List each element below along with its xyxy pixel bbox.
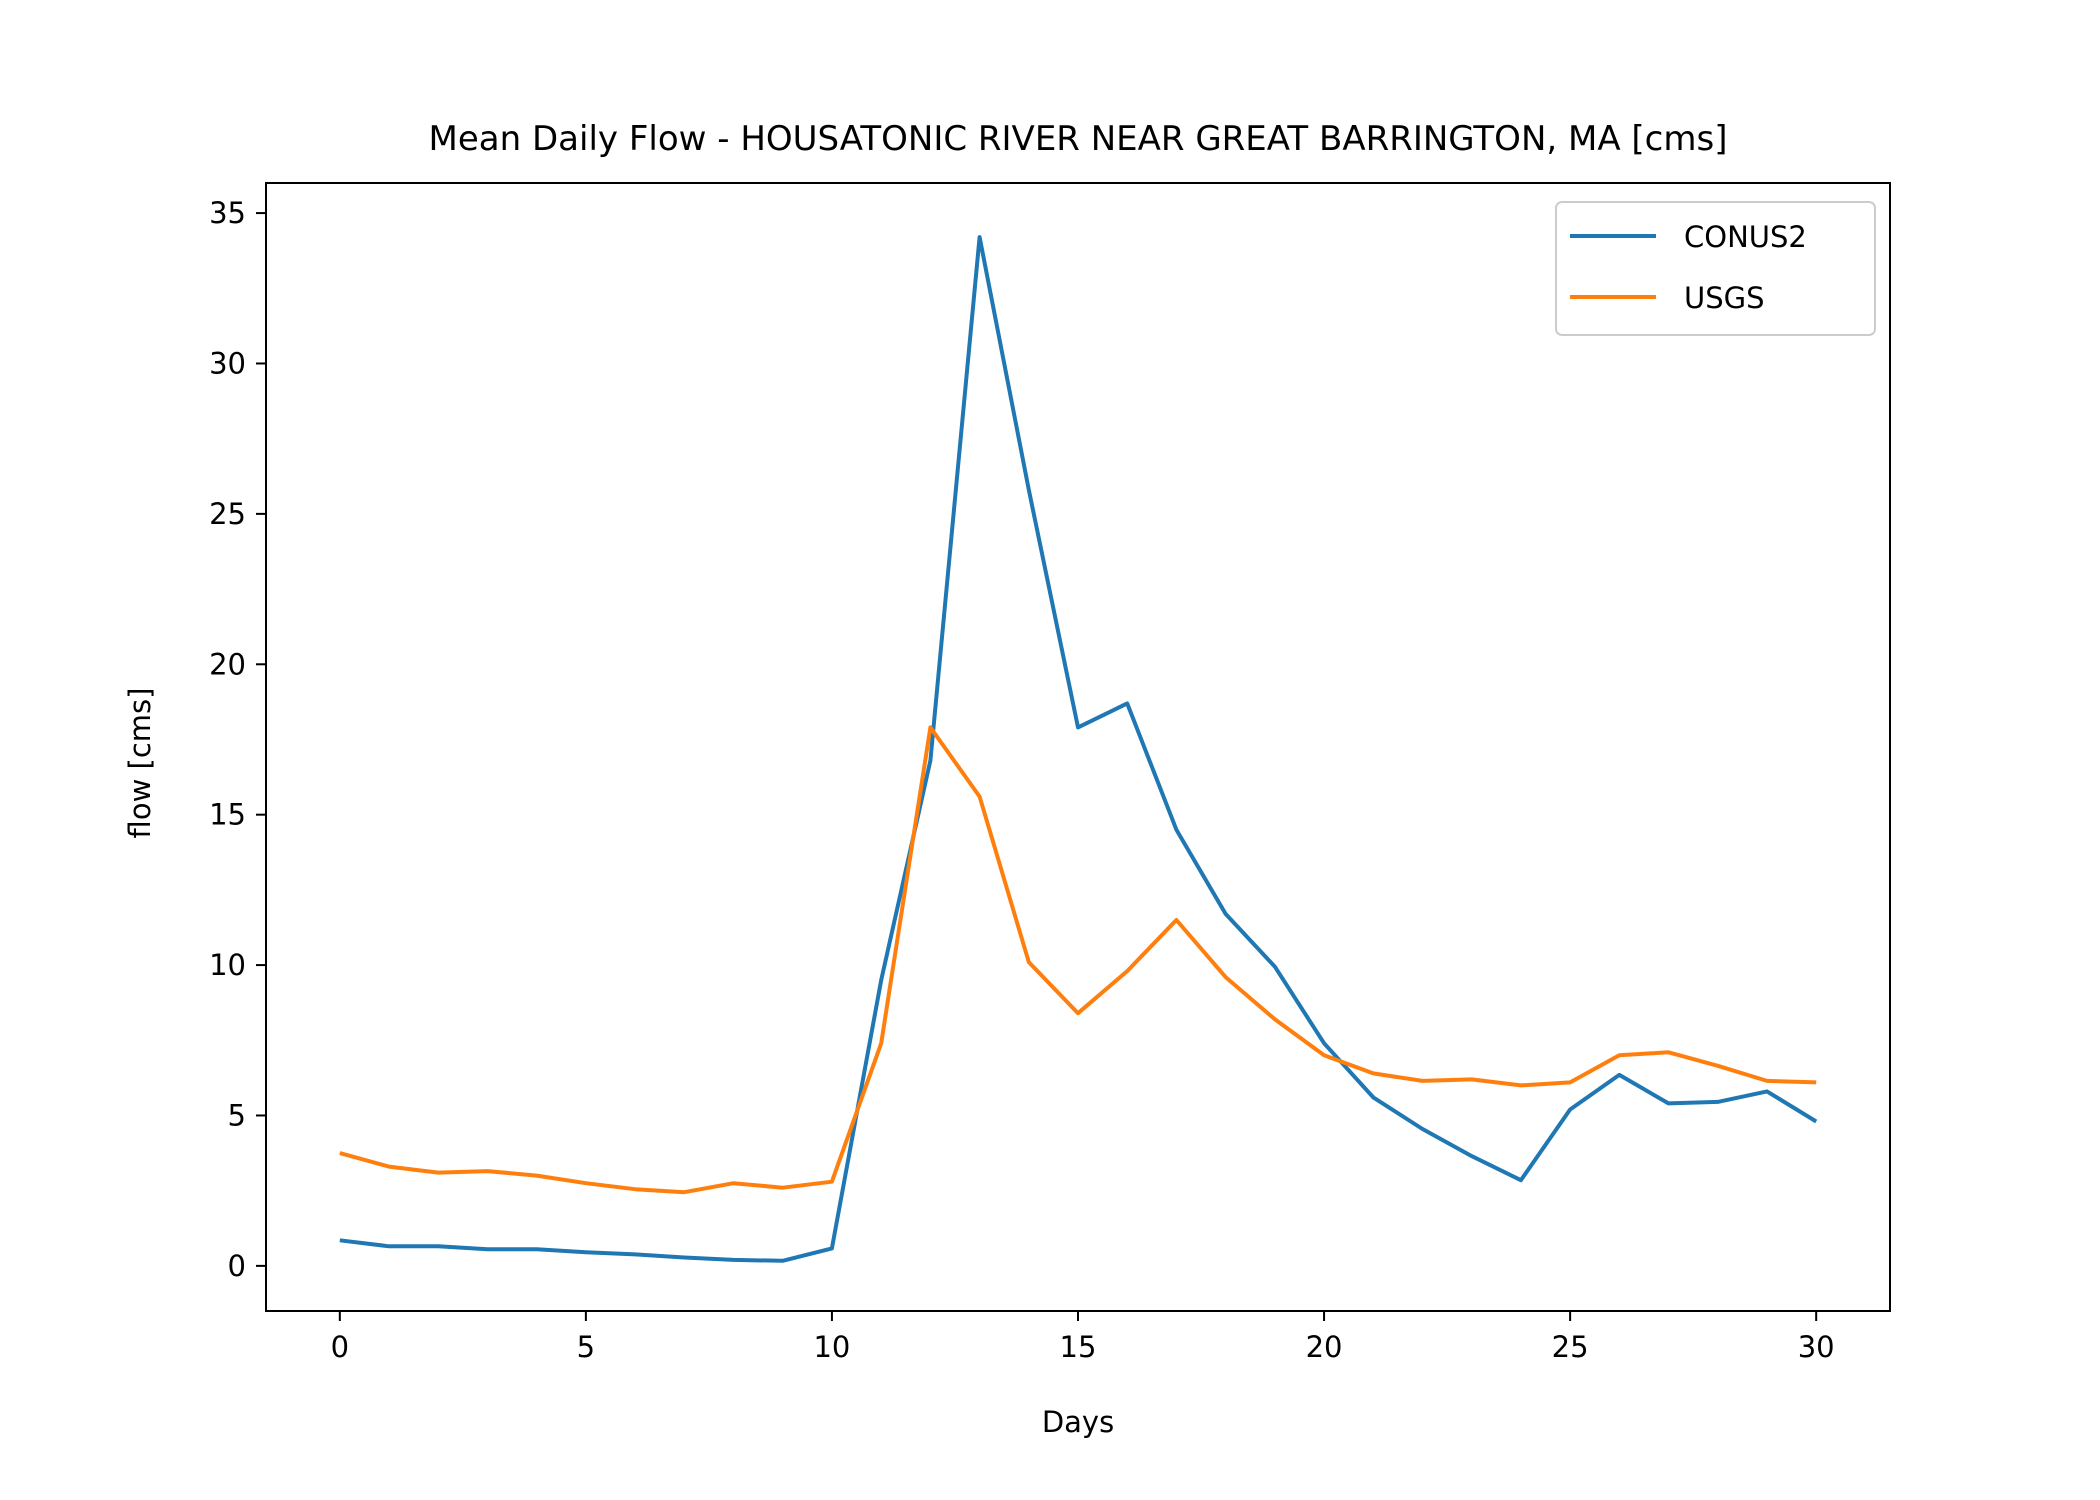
x-tick-label: 10 (813, 1330, 850, 1364)
series-line-conus2 (339, 235, 1818, 1263)
legend-label: CONUS2 (1684, 220, 1807, 254)
series-line-usgs (339, 725, 1817, 1195)
y-tick-label: 20 (209, 647, 246, 681)
y-tick-label: 30 (209, 346, 246, 380)
chart-title: Mean Daily Flow - HOUSATONIC RIVER NEAR … (429, 119, 1728, 159)
x-tick-label: 30 (1798, 1330, 1835, 1364)
plot-frame (265, 182, 1891, 1312)
y-tick-label: 5 (228, 1098, 246, 1132)
y-tick-label: 25 (209, 497, 246, 531)
x-tick-label: 20 (1306, 1330, 1343, 1364)
y-tick-label: 0 (228, 1249, 246, 1283)
y-axis-label: flow [cms] (123, 688, 157, 839)
x-tick-label: 25 (1552, 1330, 1589, 1364)
y-tick-label: 35 (209, 196, 246, 230)
axis-ticks: 0 5 10 15 20 25 30 0 5 10 15 20 25 30 35 (209, 196, 1835, 1364)
legend-label: USGS (1684, 281, 1765, 315)
x-axis-label: Days (1042, 1405, 1114, 1439)
legend: CONUS2 USGS (1555, 201, 1876, 336)
y-tick-label: 10 (209, 948, 246, 982)
series-lines (339, 235, 1818, 1263)
y-tick-label: 15 (209, 798, 246, 832)
x-tick-label: 5 (577, 1330, 595, 1364)
x-tick-label: 15 (1060, 1330, 1097, 1364)
x-tick-label: 0 (331, 1330, 349, 1364)
